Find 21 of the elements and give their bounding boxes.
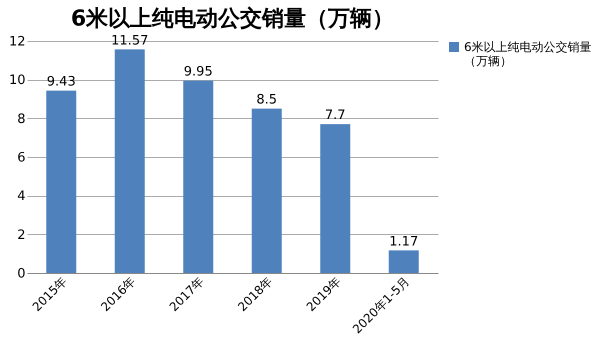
y-tick-label: 10 xyxy=(8,73,26,88)
data-label: 11.57 xyxy=(111,33,148,48)
data-label: 8.5 xyxy=(256,92,278,108)
y-tick-label: 12 xyxy=(8,34,26,50)
bar xyxy=(388,250,419,273)
y-tick-label: 6 xyxy=(17,150,26,166)
bar xyxy=(114,49,145,273)
data-label: 9.95 xyxy=(184,64,213,80)
y-tick-label: 0 xyxy=(17,266,26,282)
bar xyxy=(183,80,214,273)
bar xyxy=(320,124,350,273)
y-tick-label: 4 xyxy=(17,189,26,204)
y-tick-label: 8 xyxy=(17,112,26,127)
bar xyxy=(46,90,76,273)
bar xyxy=(252,108,282,273)
data-label: 9.43 xyxy=(46,74,76,90)
data-label: 7.7 xyxy=(324,108,346,124)
chart-title: 6米以上纯电动公交销量（万辆） xyxy=(70,5,394,32)
y-tick-label: 2 xyxy=(17,228,26,243)
legend-label: 6米以上纯电动公交销量（万辆） xyxy=(464,40,592,68)
data-label: 1.17 xyxy=(389,234,418,250)
